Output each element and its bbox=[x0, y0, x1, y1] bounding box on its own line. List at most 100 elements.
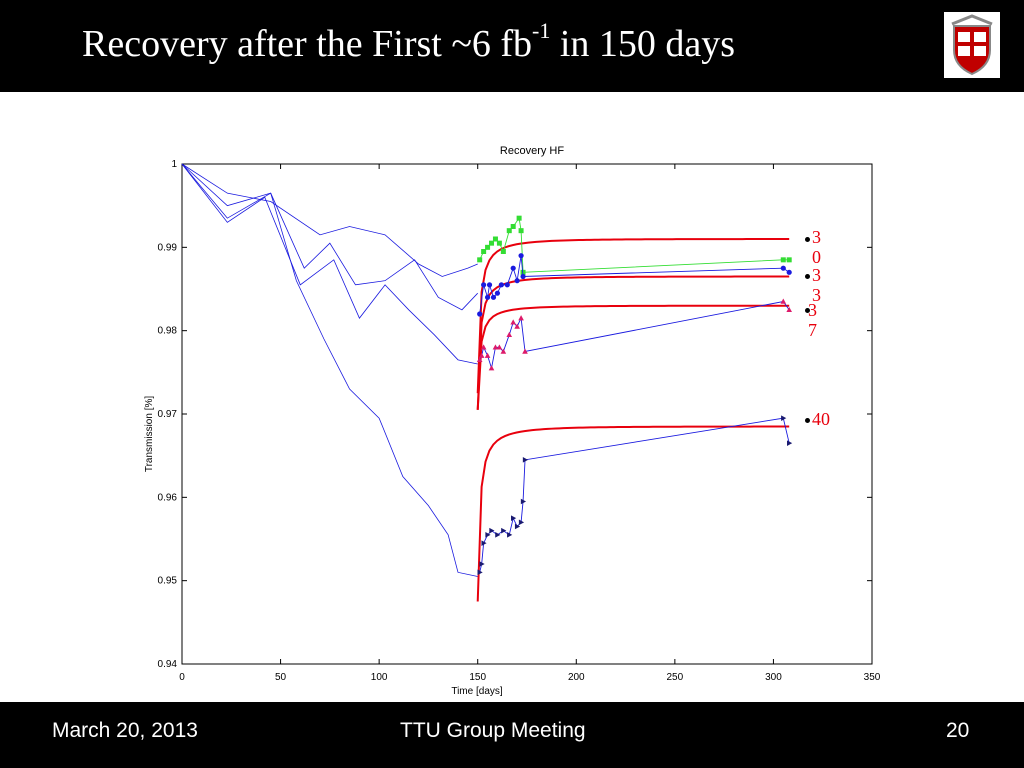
marker-33 bbox=[490, 294, 497, 300]
y-tick-label: 0.98 bbox=[158, 326, 178, 337]
marker-37 bbox=[786, 306, 792, 313]
marker-40 bbox=[481, 540, 487, 546]
marker-30 bbox=[485, 244, 491, 250]
recovery-hf-chart: 0 50 100 150 200 250 300 350 0.94 0.95 0.96 0.97 0.9… bbox=[144, 145, 881, 697]
marker-37 bbox=[478, 352, 485, 358]
marker-30 bbox=[516, 215, 522, 221]
irradiation-line-33 bbox=[181, 163, 479, 311]
marker-37 bbox=[506, 331, 513, 338]
marker-37 bbox=[522, 348, 528, 354]
label-33: 3 3 bbox=[812, 265, 821, 305]
marker-33 bbox=[481, 282, 487, 288]
fit-curve-33 bbox=[476, 275, 790, 410]
bullet-30 bbox=[805, 237, 810, 242]
title-tail: in 150 days bbox=[550, 23, 736, 65]
label-40: 40 bbox=[812, 409, 830, 429]
label-40-line1: 40 bbox=[812, 409, 830, 429]
chart-title: Recovery HF bbox=[500, 145, 564, 157]
marker-40 bbox=[514, 523, 521, 530]
marker-33 bbox=[520, 273, 526, 280]
fit-curve-40 bbox=[476, 425, 790, 602]
marker-30 bbox=[481, 249, 487, 254]
marker-40 bbox=[522, 457, 529, 463]
marker-40 bbox=[787, 440, 793, 446]
marker-30 bbox=[496, 240, 502, 246]
x-tick-label: 200 bbox=[568, 672, 585, 683]
marker-37 bbox=[780, 298, 787, 304]
plot-frame bbox=[181, 163, 873, 665]
x-tick-label: 250 bbox=[667, 672, 684, 683]
marker-40 bbox=[501, 527, 507, 534]
marker-33 bbox=[780, 265, 786, 271]
y-tick-label: 0.95 bbox=[158, 576, 178, 587]
marker-33 bbox=[510, 265, 516, 271]
marker-40 bbox=[511, 515, 517, 521]
footer-meeting: TTU Group Meeting bbox=[400, 719, 586, 742]
x-tick-label: 100 bbox=[371, 672, 388, 683]
label-33-line2: 3 bbox=[812, 285, 821, 305]
marker-40 bbox=[507, 532, 513, 538]
bullet-37 bbox=[805, 308, 810, 313]
marker-37 bbox=[476, 356, 483, 363]
marker-30 bbox=[477, 257, 483, 263]
slide-title: Recovery after the First ~6 fb-1 in 150 … bbox=[82, 18, 736, 66]
marker-40 bbox=[518, 519, 525, 526]
x-tick-label: 150 bbox=[469, 672, 486, 683]
x-axis-label: Time [days] bbox=[451, 686, 503, 697]
marker-37 bbox=[484, 352, 491, 358]
label-30-line2: 0 bbox=[812, 247, 821, 267]
marker-33 bbox=[484, 294, 491, 300]
y-axis-label: Transmission [%] bbox=[144, 396, 155, 473]
marker-30 bbox=[506, 228, 512, 234]
title-main: Recovery after the First ~6 fb bbox=[82, 23, 533, 65]
marker-30 bbox=[786, 257, 792, 263]
marker-40 bbox=[495, 532, 501, 538]
marker-37 bbox=[492, 344, 499, 350]
footer-page-number: 20 bbox=[946, 719, 970, 742]
bullet-33 bbox=[805, 274, 810, 279]
marker-30 bbox=[510, 224, 516, 229]
marker-30 bbox=[492, 236, 498, 242]
marker-30 bbox=[518, 228, 524, 234]
label-30-line1: 3 bbox=[812, 227, 821, 247]
label-37-line2: 7 bbox=[808, 320, 817, 340]
marker-33 bbox=[477, 311, 483, 317]
title-bar: Recovery after the First ~6 fb-1 in 150 … bbox=[0, 0, 930, 92]
marker-37 bbox=[480, 344, 487, 350]
marker-40 bbox=[477, 569, 483, 576]
marker-37 bbox=[514, 323, 520, 329]
y-tick-label: 0.94 bbox=[158, 659, 178, 670]
x-tick-label: 300 bbox=[765, 672, 782, 683]
marker-40 bbox=[479, 561, 485, 567]
fit-curve-37 bbox=[476, 304, 790, 410]
marker-33 bbox=[514, 278, 520, 284]
marker-30 bbox=[780, 257, 786, 263]
marker-40 bbox=[520, 498, 527, 505]
slide-body: 0 50 100 150 200 250 300 350 0.94 0.95 0.96 0.97 0.9… bbox=[0, 92, 1024, 702]
label-33-line1: 3 bbox=[812, 265, 821, 285]
fit-curve-30 bbox=[476, 238, 790, 394]
marker-40 bbox=[489, 527, 495, 534]
marker-37 bbox=[500, 348, 507, 354]
marker-40 bbox=[781, 415, 787, 421]
irradiation-line-40 bbox=[181, 163, 478, 577]
label-30: 3 0 bbox=[812, 227, 821, 267]
y-tick-label: 1 bbox=[171, 159, 177, 170]
slide-footer: March 20, 2013 TTU Group Meeting 20 bbox=[0, 702, 1024, 768]
marker-33 bbox=[498, 282, 504, 288]
university-seal-logo bbox=[944, 12, 1000, 78]
label-37-line1: 3 bbox=[808, 300, 817, 320]
marker-33 bbox=[486, 282, 493, 288]
marker-37 bbox=[488, 365, 495, 371]
x-tick-label: 350 bbox=[864, 672, 881, 683]
marker-33 bbox=[786, 269, 792, 275]
marker-37 bbox=[496, 344, 503, 350]
irradiation-line-37 bbox=[181, 163, 478, 365]
label-37: 3 7 bbox=[808, 300, 817, 340]
x-tick-label: 50 bbox=[275, 672, 287, 683]
marker-30 bbox=[500, 249, 506, 254]
y-tick-label: 0.99 bbox=[158, 242, 178, 253]
y-tick-label: 0.97 bbox=[158, 409, 178, 420]
footer-date: March 20, 2013 bbox=[52, 719, 198, 742]
x-tick-label: 0 bbox=[179, 672, 185, 683]
